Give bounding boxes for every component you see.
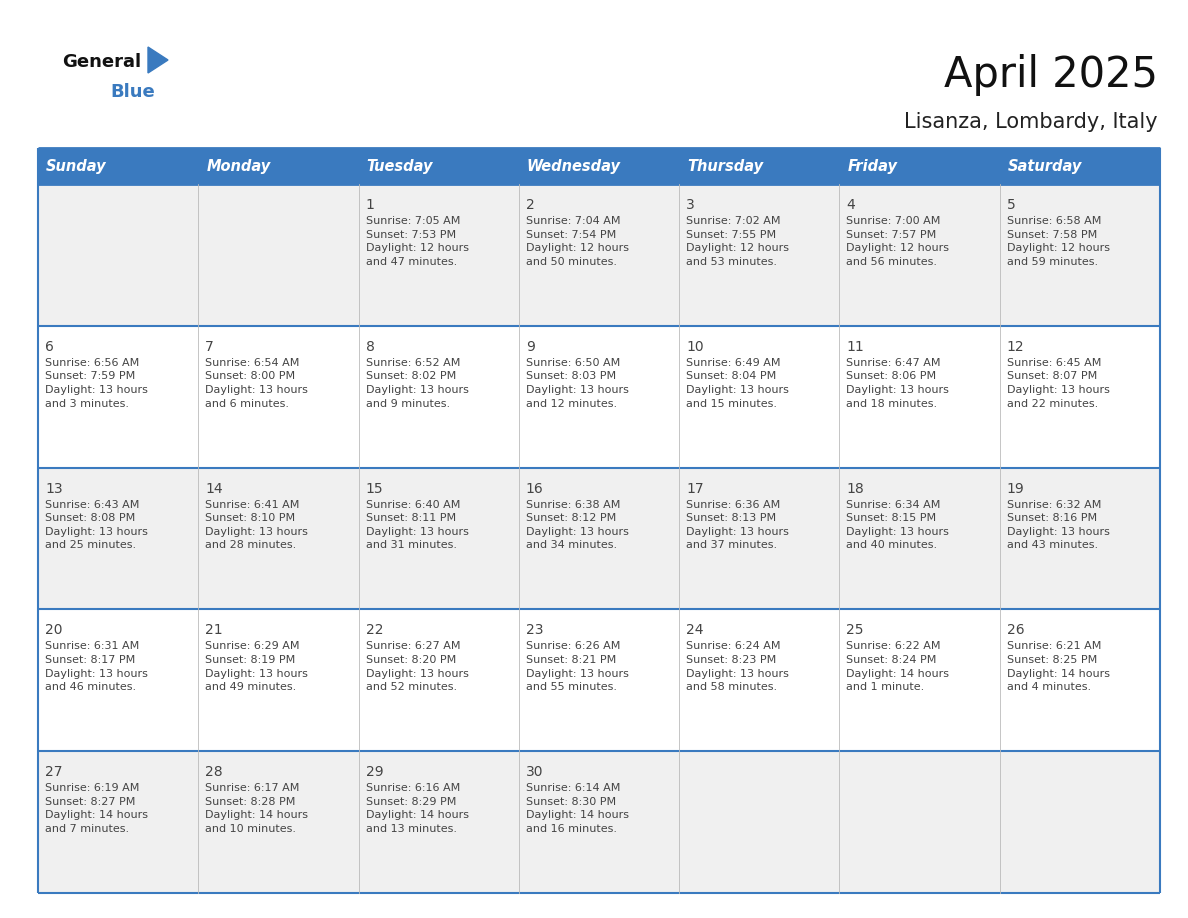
Text: Sunrise: 6:21 AM
Sunset: 8:25 PM
Daylight: 14 hours
and 4 minutes.: Sunrise: 6:21 AM Sunset: 8:25 PM Dayligh… [1006,642,1110,692]
Text: Sunrise: 6:45 AM
Sunset: 8:07 PM
Daylight: 13 hours
and 22 minutes.: Sunrise: 6:45 AM Sunset: 8:07 PM Dayligh… [1006,358,1110,409]
Text: 17: 17 [687,482,703,496]
Text: 10: 10 [687,340,703,353]
Bar [38,610,1159,751]
Text: Sunrise: 6:14 AM
Sunset: 8:30 PM
Daylight: 14 hours
and 16 minutes.: Sunrise: 6:14 AM Sunset: 8:30 PM Dayligh… [526,783,628,834]
Text: 30: 30 [526,766,543,779]
Text: Lisanza, Lombardy, Italy: Lisanza, Lombardy, Italy [904,112,1158,132]
Text: Sunrise: 6:58 AM
Sunset: 7:58 PM
Daylight: 12 hours
and 59 minutes.: Sunrise: 6:58 AM Sunset: 7:58 PM Dayligh… [1006,216,1110,267]
Text: Sunrise: 6:32 AM
Sunset: 8:16 PM
Daylight: 13 hours
and 43 minutes.: Sunrise: 6:32 AM Sunset: 8:16 PM Dayligh… [1006,499,1110,551]
Text: 26: 26 [1006,623,1024,637]
Text: 15: 15 [366,482,384,496]
Text: Sunrise: 6:40 AM
Sunset: 8:11 PM
Daylight: 13 hours
and 31 minutes.: Sunrise: 6:40 AM Sunset: 8:11 PM Dayligh… [366,499,468,551]
Text: Sunrise: 6:50 AM
Sunset: 8:03 PM
Daylight: 13 hours
and 12 minutes.: Sunrise: 6:50 AM Sunset: 8:03 PM Dayligh… [526,358,628,409]
Text: Sunday: Sunday [46,159,107,174]
Text: Sunrise: 6:22 AM
Sunset: 8:24 PM
Daylight: 14 hours
and 1 minute.: Sunrise: 6:22 AM Sunset: 8:24 PM Dayligh… [846,642,949,692]
Text: 11: 11 [846,340,864,353]
Text: Sunrise: 6:16 AM
Sunset: 8:29 PM
Daylight: 14 hours
and 13 minutes.: Sunrise: 6:16 AM Sunset: 8:29 PM Dayligh… [366,783,468,834]
Text: Sunrise: 6:49 AM
Sunset: 8:04 PM
Daylight: 13 hours
and 15 minutes.: Sunrise: 6:49 AM Sunset: 8:04 PM Dayligh… [687,358,789,409]
Text: 14: 14 [206,482,223,496]
Text: 7: 7 [206,340,214,353]
Text: Sunrise: 7:05 AM
Sunset: 7:53 PM
Daylight: 12 hours
and 47 minutes.: Sunrise: 7:05 AM Sunset: 7:53 PM Dayligh… [366,216,468,267]
Text: 5: 5 [1006,198,1016,212]
Text: Sunrise: 6:52 AM
Sunset: 8:02 PM
Daylight: 13 hours
and 9 minutes.: Sunrise: 6:52 AM Sunset: 8:02 PM Dayligh… [366,358,468,409]
Bar [38,184,1159,326]
Text: Sunrise: 6:29 AM
Sunset: 8:19 PM
Daylight: 13 hours
and 49 minutes.: Sunrise: 6:29 AM Sunset: 8:19 PM Dayligh… [206,642,308,692]
Text: 20: 20 [45,623,63,637]
Text: 3: 3 [687,198,695,212]
Text: Thursday: Thursday [687,159,763,174]
Text: General: General [62,53,141,71]
Text: 22: 22 [366,623,383,637]
Text: Sunrise: 6:26 AM
Sunset: 8:21 PM
Daylight: 13 hours
and 55 minutes.: Sunrise: 6:26 AM Sunset: 8:21 PM Dayligh… [526,642,628,692]
Text: 29: 29 [366,766,384,779]
Text: Friday: Friday [847,159,897,174]
Text: 27: 27 [45,766,63,779]
Text: Sunrise: 6:38 AM
Sunset: 8:12 PM
Daylight: 13 hours
and 34 minutes.: Sunrise: 6:38 AM Sunset: 8:12 PM Dayligh… [526,499,628,551]
Text: 24: 24 [687,623,703,637]
Text: Sunrise: 6:27 AM
Sunset: 8:20 PM
Daylight: 13 hours
and 52 minutes.: Sunrise: 6:27 AM Sunset: 8:20 PM Dayligh… [366,642,468,692]
Text: 8: 8 [366,340,374,353]
Text: 13: 13 [45,482,63,496]
Text: 23: 23 [526,623,543,637]
Text: Sunrise: 6:19 AM
Sunset: 8:27 PM
Daylight: 14 hours
and 7 minutes.: Sunrise: 6:19 AM Sunset: 8:27 PM Dayligh… [45,783,148,834]
Text: Blue: Blue [110,83,154,101]
Text: Tuesday: Tuesday [367,159,434,174]
Text: Sunrise: 6:56 AM
Sunset: 7:59 PM
Daylight: 13 hours
and 3 minutes.: Sunrise: 6:56 AM Sunset: 7:59 PM Dayligh… [45,358,147,409]
Text: Sunrise: 6:17 AM
Sunset: 8:28 PM
Daylight: 14 hours
and 10 minutes.: Sunrise: 6:17 AM Sunset: 8:28 PM Dayligh… [206,783,308,834]
Bar [38,751,1159,893]
Text: 9: 9 [526,340,535,353]
Text: 25: 25 [846,623,864,637]
Text: April 2025: April 2025 [944,54,1158,96]
Text: 6: 6 [45,340,53,353]
Text: 2: 2 [526,198,535,212]
Text: Sunrise: 6:54 AM
Sunset: 8:00 PM
Daylight: 13 hours
and 6 minutes.: Sunrise: 6:54 AM Sunset: 8:00 PM Dayligh… [206,358,308,409]
Text: Sunrise: 6:31 AM
Sunset: 8:17 PM
Daylight: 13 hours
and 46 minutes.: Sunrise: 6:31 AM Sunset: 8:17 PM Dayligh… [45,642,147,692]
Polygon shape [148,47,168,73]
Text: 18: 18 [846,482,864,496]
Text: Wednesday: Wednesday [526,159,621,174]
Text: 21: 21 [206,623,223,637]
Text: 19: 19 [1006,482,1024,496]
Bar [38,148,1159,184]
Bar [38,467,1159,610]
Text: Sunrise: 7:02 AM
Sunset: 7:55 PM
Daylight: 12 hours
and 53 minutes.: Sunrise: 7:02 AM Sunset: 7:55 PM Dayligh… [687,216,789,267]
Text: Sunrise: 6:34 AM
Sunset: 8:15 PM
Daylight: 13 hours
and 40 minutes.: Sunrise: 6:34 AM Sunset: 8:15 PM Dayligh… [846,499,949,551]
Text: 16: 16 [526,482,544,496]
Text: 4: 4 [846,198,855,212]
Text: Sunrise: 7:04 AM
Sunset: 7:54 PM
Daylight: 12 hours
and 50 minutes.: Sunrise: 7:04 AM Sunset: 7:54 PM Dayligh… [526,216,628,267]
Text: 1: 1 [366,198,374,212]
Text: Monday: Monday [207,159,271,174]
Text: Sunrise: 6:43 AM
Sunset: 8:08 PM
Daylight: 13 hours
and 25 minutes.: Sunrise: 6:43 AM Sunset: 8:08 PM Dayligh… [45,499,147,551]
Text: Sunrise: 6:36 AM
Sunset: 8:13 PM
Daylight: 13 hours
and 37 minutes.: Sunrise: 6:36 AM Sunset: 8:13 PM Dayligh… [687,499,789,551]
Text: 12: 12 [1006,340,1024,353]
Text: Sunrise: 6:41 AM
Sunset: 8:10 PM
Daylight: 13 hours
and 28 minutes.: Sunrise: 6:41 AM Sunset: 8:10 PM Dayligh… [206,499,308,551]
Text: 28: 28 [206,766,223,779]
Bar [38,326,1159,467]
Text: Sunrise: 7:00 AM
Sunset: 7:57 PM
Daylight: 12 hours
and 56 minutes.: Sunrise: 7:00 AM Sunset: 7:57 PM Dayligh… [846,216,949,267]
Text: Saturday: Saturday [1007,159,1082,174]
Text: Sunrise: 6:24 AM
Sunset: 8:23 PM
Daylight: 13 hours
and 58 minutes.: Sunrise: 6:24 AM Sunset: 8:23 PM Dayligh… [687,642,789,692]
Text: Sunrise: 6:47 AM
Sunset: 8:06 PM
Daylight: 13 hours
and 18 minutes.: Sunrise: 6:47 AM Sunset: 8:06 PM Dayligh… [846,358,949,409]
